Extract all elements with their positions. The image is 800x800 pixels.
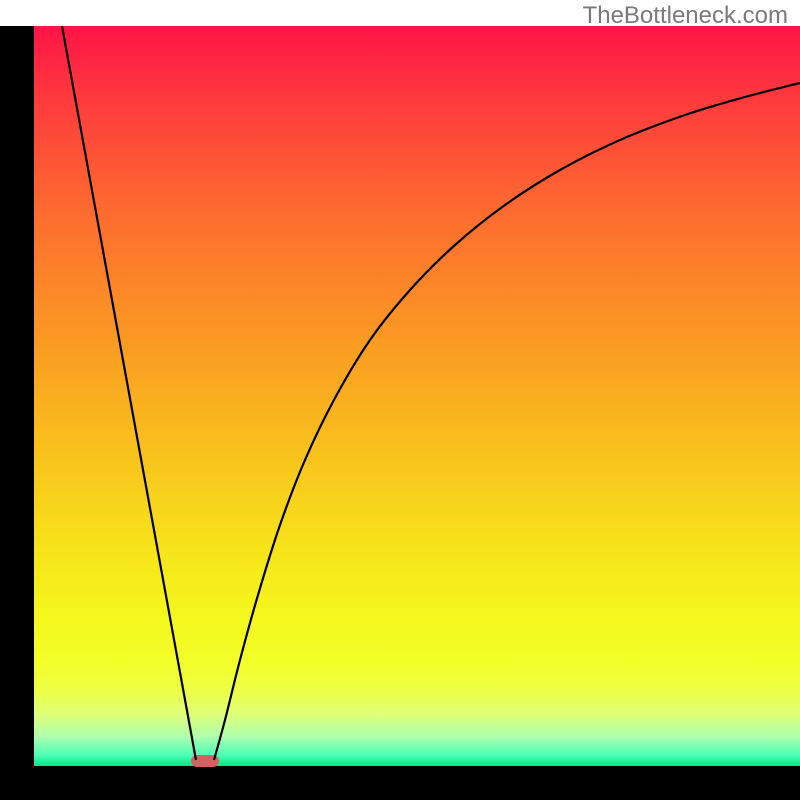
chart-svg: [0, 0, 800, 800]
frame-left: [0, 26, 34, 800]
gradient-background: [34, 26, 800, 766]
watermark-text: TheBottleneck.com: [583, 2, 788, 30]
chart-container: TheBottleneck.com: [0, 0, 800, 800]
frame-bottom: [0, 766, 800, 800]
